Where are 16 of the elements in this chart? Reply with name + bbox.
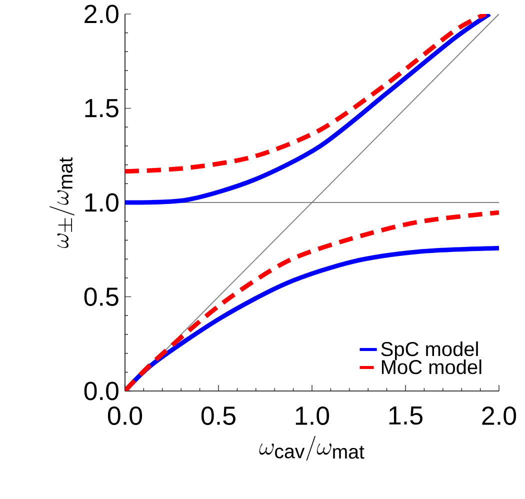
line-series [125,14,488,174]
y-axis-title: $\omega_\pm/\omega_{\rm mat}$ [50,157,74,248]
y-tick-label: 1.5 [85,99,118,118]
y-tick-label: 1.0 [85,193,118,212]
x-tick-label: 2.0 [482,406,516,425]
x-tick-label: 1.0 [296,406,330,425]
legend-label: MoC model [382,360,482,374]
line-series [125,14,492,205]
x-tick-label: 0.5 [201,406,236,425]
y-tick-label: 0.0 [84,382,118,400]
x-tick-label: 0.0 [108,406,142,425]
y-tick-label: 2.0 [84,4,118,24]
x-axis-title: $\omega_{\rm cav}/\omega_{\rm mat}$ [259,436,364,461]
legend-label: SpC model [381,342,478,360]
x-tick-label: 1.5 [389,406,422,425]
y-tick-label: 0.5 [84,288,118,306]
